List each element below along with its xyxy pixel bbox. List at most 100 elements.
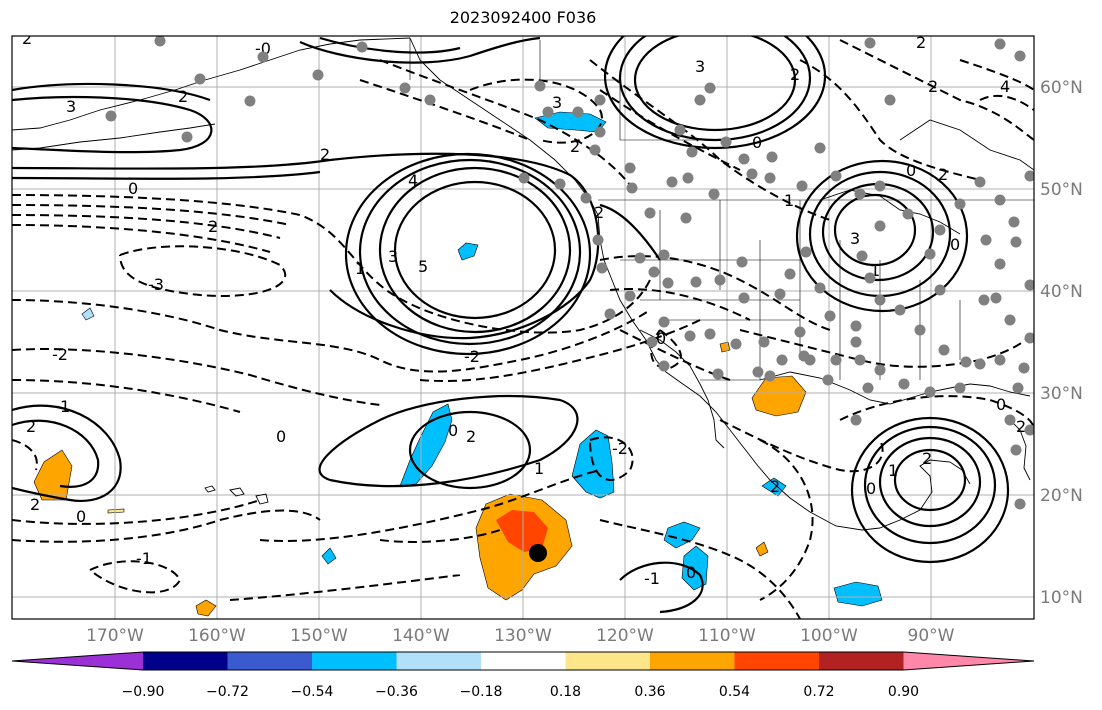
station-point [624, 290, 636, 302]
lon-tick-label: 130°W [494, 626, 552, 646]
contour-label: 1 [355, 259, 365, 278]
contour-label: 4 [1000, 77, 1010, 96]
station-point [712, 368, 724, 380]
station-point [874, 294, 886, 306]
station-point [738, 153, 750, 165]
station-point [1014, 50, 1026, 62]
colorbar-segment [650, 652, 735, 670]
station-point [784, 268, 796, 280]
station-point [752, 366, 764, 378]
station-point [154, 36, 166, 47]
station-point [704, 82, 716, 94]
station-point [874, 180, 886, 192]
station-point [554, 178, 566, 190]
colorbar-segment [143, 652, 228, 670]
station-point [194, 73, 206, 85]
station-point [424, 94, 436, 106]
station-point [894, 304, 906, 316]
shade-orange-small3 [719, 341, 731, 353]
contour-label: 2 [178, 87, 188, 106]
station-point [850, 320, 862, 332]
colorbar-tick-label: −0.54 [291, 684, 334, 700]
contour-label: -2 [612, 439, 628, 458]
contour-label: 2 [26, 417, 36, 436]
colorbar-tick-label: −0.18 [460, 684, 503, 700]
station-points [105, 36, 1034, 510]
station-point [690, 276, 702, 288]
station-point [634, 252, 646, 264]
storm-center-marker [529, 544, 547, 562]
shaded-areas [33, 111, 883, 617]
station-point [181, 131, 193, 143]
station-point [776, 354, 788, 366]
contour-label: 0 [76, 507, 86, 526]
station-point [864, 37, 876, 49]
station-point [974, 358, 986, 370]
colorbar-tick-label: 0.90 [888, 684, 919, 700]
station-point [954, 198, 966, 210]
station-point [814, 142, 826, 154]
lat-tick-label: 60°N [1040, 78, 1083, 98]
contour-label: 2 [22, 29, 32, 48]
station-point [674, 124, 686, 136]
station-point [1024, 279, 1034, 291]
station-point [738, 292, 750, 304]
station-point [257, 51, 269, 63]
station-point [938, 344, 950, 356]
station-point [994, 194, 1006, 206]
station-point [990, 292, 1002, 304]
colorbar-tick-label: −0.36 [375, 684, 418, 700]
station-point [658, 249, 670, 261]
contour-label: 2 [466, 427, 476, 446]
contour-label: 2 [916, 33, 926, 52]
station-point [980, 234, 992, 246]
station-point [830, 170, 842, 182]
contour-label: 0 [128, 179, 138, 198]
colorbar-segment [481, 652, 566, 670]
station-point [714, 274, 726, 286]
lon-tick-label: 90°W [908, 626, 955, 646]
contour-label: 0 [950, 235, 960, 254]
station-point [594, 126, 606, 138]
station-point [646, 336, 658, 348]
station-point [708, 188, 720, 200]
contour-label: 2 [1016, 417, 1026, 436]
station-point [626, 182, 638, 194]
contour-label: 2 [928, 77, 938, 96]
contour-labels: 2 -0 3 2 3 2 0 2 3 4 5 1 3 2 0 2 2 3 1 0… [22, 29, 1026, 588]
station-point [1010, 444, 1022, 456]
station-point [730, 338, 742, 350]
contour-label: 1 [870, 261, 880, 280]
station-point [542, 106, 554, 118]
contour-label: 3 [66, 97, 76, 116]
lon-tick-label: 120°W [596, 626, 654, 646]
station-point [914, 324, 926, 336]
contour-label: 0 [996, 395, 1006, 414]
contour-label: 1 [60, 397, 70, 416]
station-point [884, 94, 896, 106]
shade-orange-small2 [755, 541, 769, 557]
station-point [356, 41, 368, 53]
station-point [864, 272, 876, 284]
colorbar: −0.90 −0.72 −0.54 −0.36 −0.18 0.18 0.36 … [11, 651, 1035, 700]
contour-label: 0 [656, 329, 666, 348]
lat-tick-label: 30°N [1040, 384, 1083, 404]
station-point [686, 146, 698, 158]
lon-tick-label: 150°W [290, 626, 348, 646]
shade-blue-small3 [81, 307, 95, 321]
colorbar-segment [734, 652, 819, 670]
shade-blue-south [663, 521, 701, 549]
lon-tick-label: 140°W [392, 626, 450, 646]
colorbar-segment [227, 652, 312, 670]
station-point [1004, 414, 1016, 426]
station-point [796, 180, 808, 192]
lon-tick-label: 100°W [800, 626, 858, 646]
station-point [658, 360, 670, 372]
lat-tick-label: 10°N [1040, 588, 1083, 608]
station-point [746, 168, 758, 180]
station-point [854, 188, 866, 200]
contour-label: 2 [208, 217, 218, 236]
shade-blue-small2 [761, 477, 787, 497]
station-point [758, 336, 770, 348]
